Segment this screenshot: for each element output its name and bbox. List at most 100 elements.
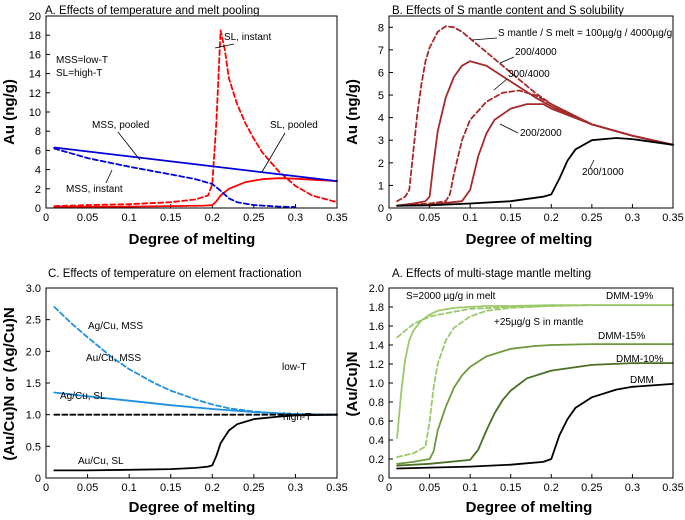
panel-b-y-axis-title: Au (ng/g): [344, 79, 361, 145]
panel-d-series-line-5: [396, 362, 674, 467]
panel-b-label-200-4000: 200/4000: [515, 47, 557, 58]
panel-d-x-tick-label: 0.1: [462, 482, 477, 494]
panel-a-y-tick-label: 0: [35, 203, 41, 215]
panel-b-label-100-4000: S mantle / S melt = 100µg/g / 4000µg/g: [498, 28, 672, 39]
panel-a-y-axis-title: Au (ng/g): [1, 79, 18, 145]
panel-a-x-tick-label: 0.25: [243, 212, 264, 224]
panel-a-label-mss-instant: MSS, instant: [66, 184, 123, 195]
panel-b-leader-200-1000: [589, 159, 595, 169]
panel-d-x-tick-label: 0.3: [625, 482, 640, 494]
panel-c-y-axis-title: (Au/Cu)N or (Ag/Cu)N: [1, 307, 18, 460]
panel-c-chart: C. Effects of temperature on element fra…: [1, 268, 348, 516]
panel-b-label-200-2000: 200/2000: [520, 128, 562, 139]
panel-a-ticks: 0 0.05 0.1 0.15 0.2 0.25 0.3 0.35 0 2 4 6 8 10 12 14 16 1…: [29, 11, 348, 224]
panel-d-y-tick-label: 0: [378, 473, 384, 485]
panel-c-label-high-t: high-T: [283, 412, 311, 423]
panel-d-x-tick-label: 0.25: [581, 482, 602, 494]
panel-b-x-tick-label: 0: [386, 212, 392, 224]
panel-b-y-tick-label: 5: [378, 90, 384, 102]
panel-d-chart: A. Effects of multi-stage mantle melting…: [344, 268, 684, 516]
panel-c-x-axis-title: Degree of melting: [129, 499, 256, 516]
panel-b-plot-frame: [388, 15, 674, 209]
panel-a-x-tick-label: 0.2: [205, 212, 220, 224]
panel-d-ticks: 0 0.05 0.1 0.15 0.2 0.25 0.3 0.35 0 0.2 0.4 0.6 0.8 1…: [369, 283, 684, 494]
panel-a-leader-mss-pooled: [117, 131, 141, 161]
panel-d-x-tick-label: 0.35: [662, 482, 683, 494]
panel-a-y-tick-label: 18: [29, 30, 41, 42]
panel-b-x-tick-label: 0.2: [544, 212, 559, 224]
panel-a-y-tick-label: 20: [29, 11, 41, 23]
panel-b-x-tick-label: 0.15: [500, 212, 521, 224]
panel-d-series: [396, 304, 674, 470]
panel-d-label-dmm: DMM: [630, 375, 654, 386]
panel-b-leader-200-4000: [499, 56, 515, 64]
panel-d-x-tick-label: 0.15: [500, 482, 521, 494]
panel-b-y-tick-label: 6: [378, 67, 384, 79]
panel-d-label-s2000-melt: S=2000 µg/g in melt: [406, 291, 496, 302]
panel-a-plot-frame: [45, 15, 338, 209]
panel-a-series: [53, 29, 338, 208]
panel-d-y-tick-label: 1.2: [369, 359, 384, 371]
panel-d-y-tick-label: 0.8: [369, 397, 384, 409]
panel-a-leader-mss-instant: [105, 169, 113, 184]
panel-b-label-300-4000: 300/4000: [508, 69, 550, 80]
panel-a-series-line-1: [53, 29, 338, 208]
panel-b-x-tick-label: 0.25: [581, 212, 602, 224]
panel-c-y-tick-label: 1.0: [26, 410, 41, 422]
panel-b-leader-200-2000: [499, 123, 519, 134]
panel-b-y-tick-label: 2: [378, 158, 384, 170]
panel-a-label-mss-pooled: MSS, pooled: [92, 120, 149, 131]
panel-a-series-line-3: [53, 146, 338, 183]
panel-d-y-axis-title: (Au/Cu)N: [344, 352, 361, 417]
panel-d-y-tick-label: 1.8: [369, 302, 384, 314]
panel-c-y-tick-label: 1.5: [26, 378, 41, 390]
panel-c-x-tick-label: 0.15: [160, 482, 181, 494]
panel-b-ticks: 0 0.05 0.1 0.15 0.2 0.25 0.3 0.35 0 1 2 3 4 5 6 7 8: [378, 22, 684, 224]
panel-d-x-tick-label: 0.2: [544, 482, 559, 494]
panel-a-label-sl-pooled: SL, pooled: [270, 120, 318, 131]
panel-c-y-tick-label: 2.0: [26, 346, 41, 358]
panel-c-label-ag-cu-mss: Ag/Cu, MSS: [88, 321, 143, 332]
panel-b-x-tick-label: 0.05: [419, 212, 440, 224]
panel-c-x-tick-label: 0.35: [326, 482, 347, 494]
panel-a-title: A. Effects of temperature and melt pooli…: [45, 5, 260, 17]
panel-a-y-tick-label: 4: [35, 165, 41, 177]
panel-b-series: [396, 25, 674, 207]
panel-d-series-line-3: [396, 304, 674, 459]
panel-c-y-tick-label: 3.0: [26, 283, 41, 295]
panel-a-y-tick-label: 14: [29, 69, 41, 81]
panel-d-x-axis-title: Degree of melting: [466, 499, 593, 516]
panel-c-label-au-cu-sl: Au/Cu, SL: [78, 456, 124, 467]
panel-a-label-sl-instant: SL, instant: [224, 32, 271, 43]
panel-a-x-tick-label: 0.15: [160, 212, 181, 224]
panel-a-x-tick-label: 0.05: [77, 212, 98, 224]
panel-a-note-sl: SL=high-T: [56, 68, 102, 79]
panel-b-y-tick-label: 3: [378, 135, 384, 147]
panel-d-y-tick-label: 0.6: [369, 416, 384, 428]
panel-d-x-tick-label: 0.05: [419, 482, 440, 494]
panel-c-y-tick-label: 2.5: [26, 315, 41, 327]
panel-c-series-line-2: [53, 391, 338, 416]
panel-a-series-line-4: [53, 147, 297, 208]
panel-a-chart: A. Effects of temperature and melt pooli…: [1, 5, 348, 248]
panel-d-label-dmm-19: DMM-19%: [606, 291, 653, 302]
panel-b-x-axis-title: Degree of melting: [466, 231, 593, 248]
panel-b-leader-100-4000: [471, 37, 498, 41]
panel-b-y-tick-label: 8: [378, 22, 384, 34]
panel-d-y-tick-label: 1.6: [369, 321, 384, 333]
panel-a-y-tick-label: 16: [29, 49, 41, 61]
panel-b-x-tick-label: 0.3: [625, 212, 640, 224]
panel-d-y-tick-label: 1.4: [369, 340, 384, 352]
panel-d-label-dmm-15: DMM-15%: [598, 331, 645, 342]
panel-b-leader-300-4000: [493, 78, 508, 91]
panel-a-x-tick-label: 0.3: [288, 212, 303, 224]
panel-a-note-mss: MSS=low-T: [56, 55, 108, 66]
panel-d-title: A. Effects of multi-stage mantle melting: [392, 268, 591, 280]
panel-d-x-tick-label: 0: [386, 482, 392, 494]
panel-d-series-line-6: [396, 382, 674, 470]
panel-b-series-line-3: [396, 89, 674, 207]
panel-d-label-dmm-10: DMM-10%: [616, 354, 663, 365]
panel-c-ticks: 0 0.05 0.1 0.15 0.2 0.25 0.3 0.35 0 0.5 1.0 1.5 2.0 2…: [26, 283, 348, 494]
panel-d-y-tick-label: 0.2: [369, 454, 384, 466]
panel-c-x-tick-label: 0.05: [77, 482, 98, 494]
